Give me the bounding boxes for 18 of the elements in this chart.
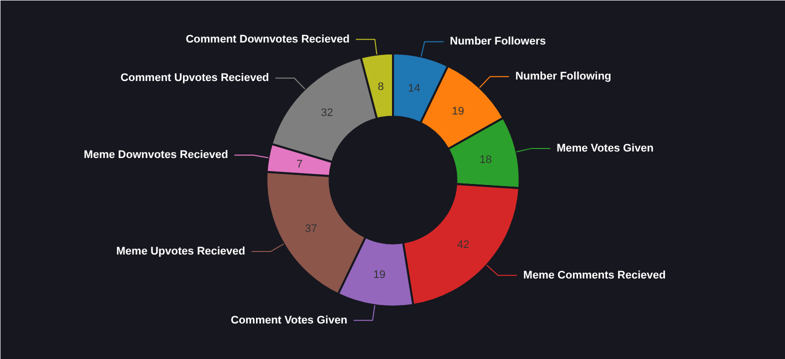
data-label: 7 xyxy=(296,158,303,170)
data-label: 37 xyxy=(304,222,318,235)
slice-label: Number Followers xyxy=(450,36,546,48)
data-label: 19 xyxy=(373,268,386,281)
slice-label: Comment Upvotes Recieved xyxy=(120,72,270,84)
data-label: 18 xyxy=(479,154,492,166)
data-label: 8 xyxy=(378,80,384,93)
slice-label: Meme Comments Recieved xyxy=(523,269,666,282)
slice-label: Meme Upvotes Recieved xyxy=(116,246,246,258)
slice-label: Meme Votes Given xyxy=(556,142,654,154)
slice-label: Comment Votes Given xyxy=(230,314,348,326)
slice-label: Meme Downvotes Recieved xyxy=(84,149,228,162)
data-label: 32 xyxy=(320,106,334,119)
data-label: 14 xyxy=(408,82,420,94)
slice-label: Comment Downvotes Recieved xyxy=(186,33,350,46)
data-label: 19 xyxy=(452,106,464,118)
data-label: 42 xyxy=(457,238,470,251)
slice-label: Number Following xyxy=(515,70,612,83)
